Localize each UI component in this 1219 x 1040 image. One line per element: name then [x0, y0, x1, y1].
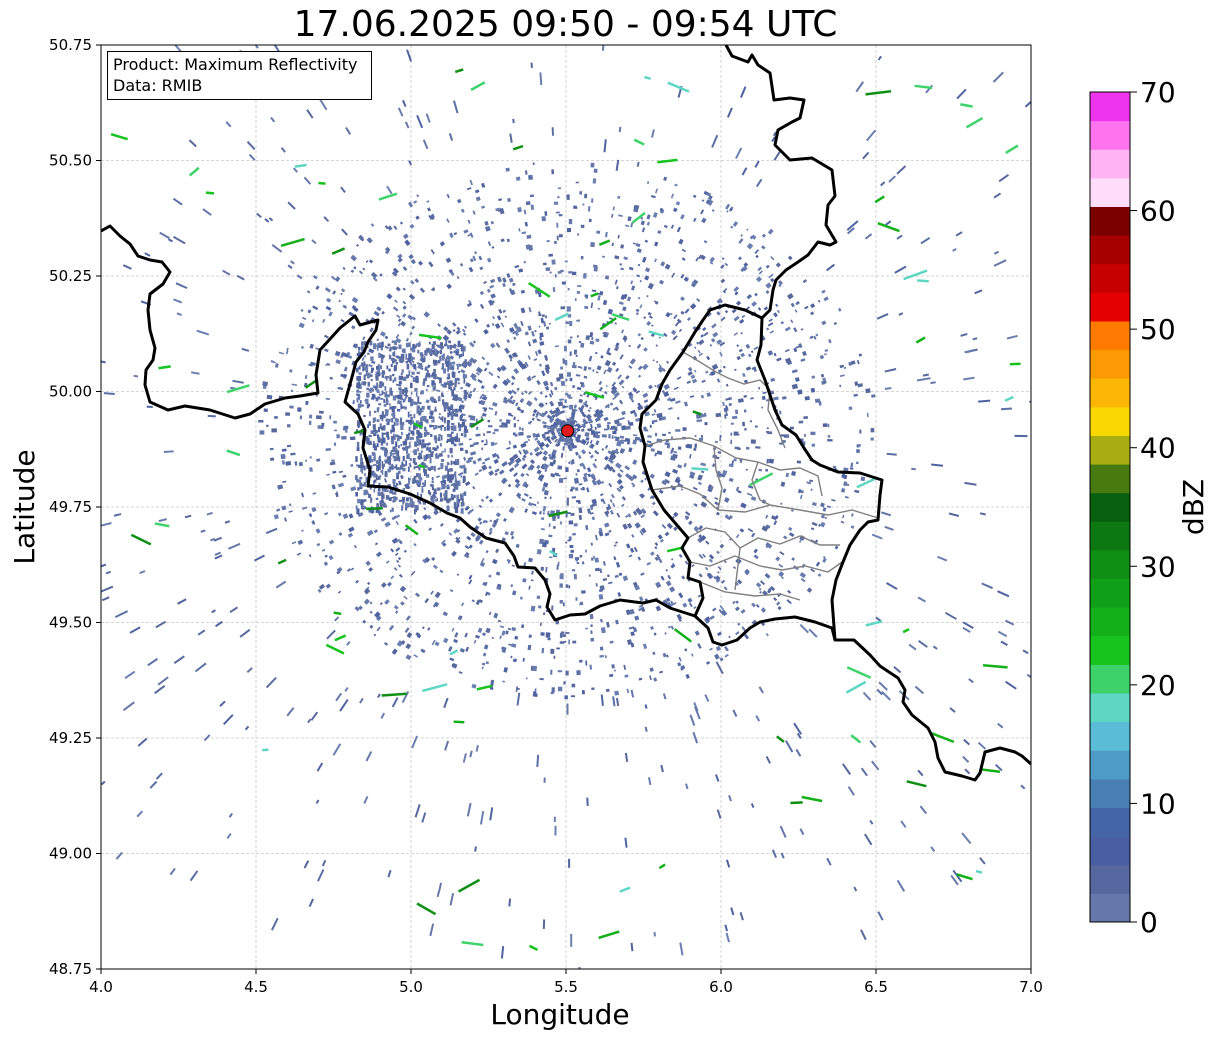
- colorbar-segment: [1090, 120, 1130, 150]
- y-tick-label: 49.25: [49, 729, 92, 747]
- colorbar-segment: [1090, 607, 1130, 637]
- colorbar-segment: [1090, 177, 1130, 207]
- colorbar-segment: [1090, 778, 1130, 809]
- colorbar-tick-label: 20: [1140, 669, 1176, 702]
- colorbar-segment: [1090, 206, 1130, 236]
- colorbar: [1090, 92, 1130, 923]
- y-tick-label: 50.75: [49, 36, 92, 54]
- colorbar-segment: [1090, 149, 1130, 179]
- y-axis-label: Latitude: [8, 449, 41, 564]
- y-tick-label: 48.75: [49, 960, 92, 978]
- colorbar-segment: [1090, 235, 1130, 265]
- colorbar-segment: [1090, 263, 1130, 293]
- y-axis-ticks: 48.75 49.00 49.25 49.50 49.75 50.00 50.25 50.50…: [49, 36, 101, 978]
- colorbar-segment: [1090, 492, 1130, 522]
- x-axis-ticks: 4.0 4.5 5.0 5.5 6.0 6.5 7.0: [89, 969, 1043, 996]
- colorbar-segment: [1090, 578, 1130, 608]
- colorbar-frame: [1089, 91, 1131, 923]
- national-borders: [101, 45, 1031, 782]
- colorbar-segment: [1090, 693, 1130, 723]
- colorbar-label: dBZ: [1177, 479, 1210, 535]
- y-tick-label: 50.50: [49, 152, 92, 170]
- y-tick-label: 50.00: [49, 383, 92, 401]
- colorbar-segment: [1090, 320, 1130, 351]
- colorbar-segment: [1090, 750, 1130, 780]
- colorbar-segment: [1090, 521, 1130, 551]
- colorbar-segment: [1090, 406, 1130, 436]
- colorbar-segment: [1090, 721, 1130, 751]
- colorbar-segment: [1090, 893, 1130, 923]
- radar-site-marker: [561, 424, 575, 438]
- x-tick-label: 4.0: [89, 978, 113, 996]
- colorbar-tick-label: 60: [1140, 195, 1176, 228]
- colorbar-tick-label: 30: [1140, 550, 1176, 583]
- colorbar-segment: [1090, 864, 1130, 894]
- y-tick-label: 49.00: [49, 845, 92, 863]
- x-tick-label: 5.5: [554, 978, 578, 996]
- colorbar-segment: [1090, 664, 1130, 694]
- x-tick-label: 5.0: [399, 978, 423, 996]
- y-tick-label: 49.75: [49, 498, 92, 516]
- colorbar-ticks: 0 10 20 30 40 50 60 70: [1130, 76, 1176, 939]
- colorbar-segment: [1090, 435, 1130, 465]
- colorbar-segment: [1090, 378, 1130, 408]
- colorbar-tick-label: 10: [1140, 787, 1176, 820]
- x-tick-label: 6.0: [709, 978, 733, 996]
- colorbar-segment: [1090, 464, 1130, 494]
- colorbar-segment: [1090, 807, 1130, 837]
- x-axis-label: Longitude: [490, 998, 629, 1031]
- colorbar-segment: [1090, 635, 1130, 665]
- x-tick-label: 4.5: [244, 978, 268, 996]
- colorbar-tick-label: 50: [1140, 313, 1176, 346]
- product-name: Product: Maximum Reflectivity: [113, 55, 358, 74]
- subregion-boundaries: [644, 351, 879, 601]
- colorbar-segment: [1090, 92, 1130, 122]
- colorbar-segment: [1090, 292, 1130, 322]
- x-tick-label: 7.0: [1019, 978, 1043, 996]
- x-tick-label: 6.5: [864, 978, 888, 996]
- colorbar-tick-label: 70: [1140, 76, 1176, 109]
- colorbar-segment: [1090, 349, 1130, 379]
- radar-echoes: [101, 45, 1031, 969]
- colorbar-tick-label: 0: [1140, 906, 1158, 939]
- y-tick-label: 49.50: [49, 614, 92, 632]
- colorbar-tick-label: 40: [1140, 432, 1176, 465]
- y-tick-label: 50.25: [49, 267, 92, 285]
- colorbar-segment: [1090, 549, 1130, 580]
- product-info-box: Product: Maximum Reflectivity Data: RMIB: [107, 51, 372, 100]
- data-source: Data: RMIB: [113, 76, 203, 95]
- map-title: 17.06.2025 09:50 - 09:54 UTC: [293, 4, 838, 45]
- colorbar-segment: [1090, 836, 1130, 866]
